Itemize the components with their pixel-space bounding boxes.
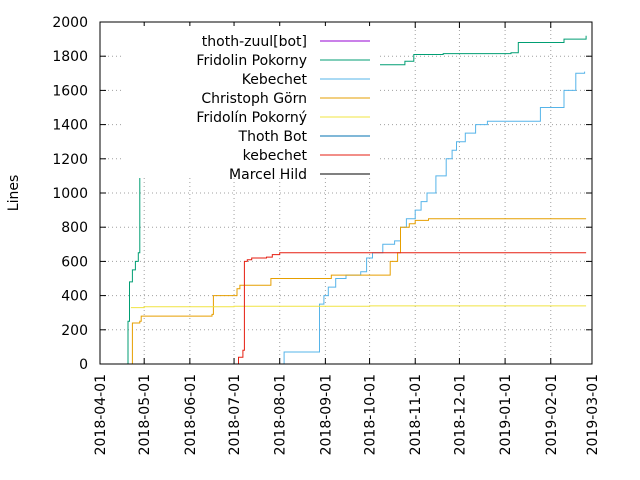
x-tick-label: 2018-10-01: [363, 374, 379, 455]
x-tick-label: 2018-09-01: [318, 374, 334, 455]
y-tick-labels: 0 200 400 600 800 1000 1200 1400 1600 1800 2000: [52, 15, 88, 373]
x-tick-label: 2018-05-01: [137, 374, 153, 455]
series-lines: [126, 35, 587, 365]
series-line-4: [130, 305, 587, 309]
legend-label-7: Marcel Hild: [229, 167, 307, 183]
legend-label-2: Kebechet: [242, 72, 308, 88]
legend-label-0: thoth-zuul[bot]: [202, 34, 307, 50]
y-tick-label: 1800: [52, 49, 88, 65]
y-tick-label: 800: [61, 220, 88, 236]
series-line-6: [234, 252, 587, 365]
legend-label-4: Fridolín Pokorný: [196, 110, 307, 126]
y-tick-label: 600: [61, 254, 88, 270]
y-axis-title: Lines: [6, 175, 22, 211]
y-tick-label: 0: [79, 357, 88, 373]
x-tick-label: 2018-07-01: [227, 374, 243, 455]
x-tick-labels: 2018-04-01 2018-05-01 2018-06-01 2018-07-01…: [93, 374, 601, 455]
legend-background: [122, 26, 380, 178]
x-tick-label: 2019-01-01: [498, 374, 514, 455]
legend: thoth-zuul[bot] Fridolin Pokorny Kebechet C…: [196, 34, 370, 183]
y-tick-label: 1000: [52, 186, 88, 202]
series-line-2: [282, 71, 586, 365]
x-tick-label: 2018-06-01: [183, 374, 199, 455]
x-tick-label: 2019-03-01: [585, 374, 601, 455]
legend-label-6: kebechet: [243, 148, 308, 164]
axis-ticks: [99, 21, 593, 365]
y-tick-label: 400: [61, 289, 88, 305]
y-tick-label: 1600: [52, 83, 88, 99]
x-tick-label: 2018-08-01: [273, 374, 289, 455]
y-tick-label: 200: [61, 323, 88, 339]
x-tick-label: 2018-12-01: [452, 374, 468, 455]
legend-label-3: Christoph Görn: [201, 91, 307, 107]
series-line-3: [130, 218, 587, 365]
y-tick-label: 1400: [52, 118, 88, 134]
legend-label-1: Fridolin Pokorny: [196, 53, 307, 69]
y-tick-label: 1200: [52, 152, 88, 168]
x-tick-label: 2018-04-01: [93, 374, 109, 455]
x-tick-label: 2018-11-01: [408, 374, 424, 455]
legend-label-5: Thoth Bot: [238, 129, 308, 145]
x-tick-label: 2019-02-01: [544, 374, 560, 455]
y-tick-label: 2000: [52, 15, 88, 31]
